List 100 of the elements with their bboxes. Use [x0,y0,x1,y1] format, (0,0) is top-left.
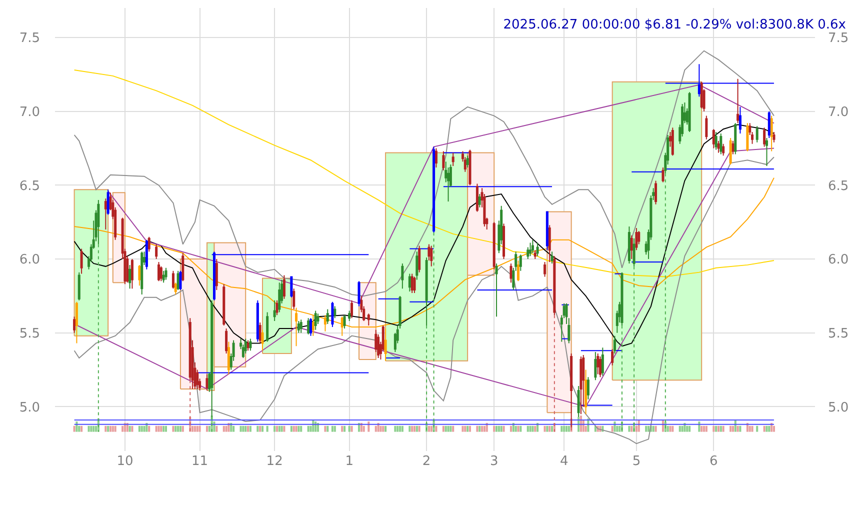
candlestick [215,258,218,291]
candlestick [266,312,269,342]
x-tick-label: 3 [490,454,498,469]
candlestick [164,267,168,280]
candlestick [613,335,616,354]
candlestick [104,198,107,230]
candlestick [408,273,411,292]
candlestick [343,314,346,329]
candlestick [418,245,421,273]
candlestick [225,328,228,354]
candlestick [309,318,312,336]
candlestick [476,183,478,212]
candlestick [292,288,296,310]
candlestick [155,244,158,260]
line-series [108,84,774,304]
candlestick [763,127,766,148]
candlestick [278,282,281,313]
candlestick [297,320,300,334]
candlestick [138,264,141,286]
candlestick [502,223,506,260]
candlestick [106,189,110,216]
candlestick [478,194,481,208]
candlestick [128,264,132,290]
candlestick [632,238,636,267]
candlestick [97,199,100,245]
candlestick [654,180,658,205]
x-tick-label: 2 [422,454,431,469]
x-tick-label: 6 [710,454,718,469]
candlestick [544,261,546,278]
x-tick-label: 1 [345,454,354,469]
candlestick [534,250,536,260]
y2-tick-label: 5.0 [828,400,849,416]
candlestick [714,132,718,150]
y2-tick-label: 6.5 [828,178,849,194]
candlestick [145,239,148,270]
candlestick [546,211,548,251]
candlestick [596,353,600,375]
candlestick [662,166,664,183]
y-tick-label: 5.0 [19,400,40,416]
candlestick [700,81,703,109]
candlestick [78,272,80,301]
candlestick [172,270,174,290]
line-series [74,70,774,278]
text: 2025.06.27 00:00:00 $6.81 -0.29% vol:8300.8K 0.6x [503,18,846,33]
candlestick [258,322,262,344]
candlestick [717,140,720,154]
candlestick [256,300,259,342]
candlestick [772,132,776,143]
candlestick [140,251,144,295]
candlestick [705,115,708,140]
candlestick [348,310,351,322]
candlestick [434,148,438,168]
candlestick [550,251,554,264]
candlestick [712,128,715,149]
candlestick [227,341,230,375]
candlestick [174,282,177,295]
y-tick-label: 5.5 [19,326,40,342]
candlestick [611,348,614,366]
candlestick [722,143,725,156]
candlestick [222,284,226,326]
y2-tick-label: 7.5 [828,31,849,46]
candlestick [73,316,76,334]
candlestick [157,261,160,282]
candlestick [276,300,278,316]
candlestick [244,338,247,354]
x-tick-label: 11 [191,454,208,469]
candlestick [519,254,522,272]
candlestick [273,300,276,322]
y-tick-label: 6.0 [19,252,40,268]
candlestick [249,338,252,352]
candlestick [529,242,532,257]
candlestick [586,376,590,400]
x-tick-label: 4 [560,454,568,469]
candlestick [300,319,302,334]
line-series [74,156,774,444]
candlestick [746,122,749,152]
candlestick [350,300,354,319]
candlestick [594,352,597,381]
candlestick [734,122,737,155]
candlestick [148,236,150,252]
candlestick [452,152,454,166]
candlestick [628,226,630,264]
candlestick [584,369,588,415]
candlestick [671,127,674,156]
candlestick [768,110,770,138]
candlestick [413,276,416,294]
candlestick [630,234,633,260]
y2-tick-label: 7.0 [828,104,849,120]
candlestick [377,334,380,358]
x-tick-label: 5 [632,454,641,469]
x-tick-label: 12 [266,454,283,469]
candlestick [282,274,286,300]
candlestick [756,126,758,143]
y-tick-label: 7.0 [19,104,40,120]
candlestick [179,270,182,291]
candlestick [492,222,496,270]
line-series [74,124,774,347]
candlestick [182,252,184,282]
y2-tick-label: 5.5 [828,326,849,342]
candlestick [416,251,418,280]
